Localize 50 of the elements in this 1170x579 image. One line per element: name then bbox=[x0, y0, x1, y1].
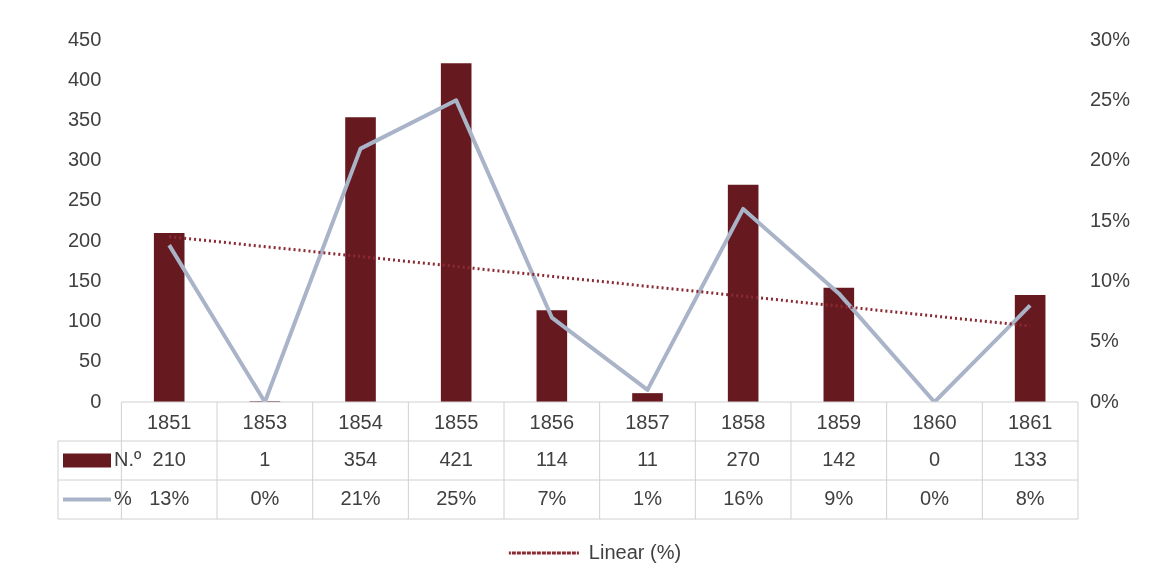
data-label: 16% bbox=[723, 487, 764, 510]
y-tick-label: 300 bbox=[67, 148, 102, 171]
data-label: 210 bbox=[152, 448, 186, 471]
x-tick-label: 1857 bbox=[625, 410, 670, 433]
x-tick-label: 1861 bbox=[1007, 410, 1053, 433]
data-label: 114 bbox=[535, 448, 568, 471]
y2-tick-label: 20% bbox=[1089, 148, 1131, 171]
x-tick-label: 1860 bbox=[912, 410, 957, 433]
x-tick-label: 1853 bbox=[242, 410, 288, 433]
y-tick-label: 100 bbox=[67, 309, 102, 332]
data-label: 8% bbox=[1015, 487, 1045, 510]
y2-tick-label: 5% bbox=[1089, 329, 1120, 352]
y-tick-label: 0 bbox=[90, 389, 102, 412]
data-label: 270 bbox=[726, 448, 760, 471]
y-tick-label: 50 bbox=[79, 349, 102, 372]
y2-tick-label: 15% bbox=[1089, 208, 1131, 231]
y-tick-label: 250 bbox=[67, 188, 102, 211]
y2-tick-label: 30% bbox=[1089, 27, 1131, 50]
data-label: 25% bbox=[436, 487, 477, 510]
data-label: 11 bbox=[637, 448, 658, 471]
x-tick-label: 1851 bbox=[146, 410, 192, 433]
data-label: 354 bbox=[343, 448, 378, 471]
y-tick-label: 400 bbox=[67, 67, 102, 90]
y-tick-label: 350 bbox=[67, 107, 102, 130]
legend-label: N.º bbox=[114, 448, 142, 471]
x-tick-label: 1856 bbox=[529, 410, 575, 433]
legend-label: % bbox=[114, 487, 132, 510]
data-label: 0% bbox=[920, 487, 950, 510]
data-label: 0% bbox=[250, 487, 280, 510]
data-label: 9% bbox=[824, 487, 854, 510]
data-label: 0 bbox=[928, 448, 941, 471]
data-label: 7% bbox=[537, 487, 567, 510]
y-tick-label: 150 bbox=[67, 268, 102, 291]
data-label: 421 bbox=[439, 448, 473, 471]
y2-tick-label: 10% bbox=[1089, 268, 1131, 291]
y2-tick-label: 25% bbox=[1089, 87, 1131, 110]
data-label: 1 bbox=[259, 448, 271, 471]
data-label: 1% bbox=[633, 487, 663, 510]
data-label: 142 bbox=[822, 448, 856, 471]
x-tick-label: 1855 bbox=[433, 410, 479, 433]
data-label: 133 bbox=[1013, 448, 1047, 471]
x-tick-label: 1854 bbox=[338, 410, 383, 433]
y-tick-label: 200 bbox=[67, 228, 102, 251]
y2-tick-label: 0% bbox=[1089, 389, 1120, 412]
data-label: 21% bbox=[340, 487, 381, 510]
data-label: 13% bbox=[149, 487, 190, 510]
y-tick-label: 450 bbox=[67, 27, 102, 50]
x-tick-label: 1859 bbox=[816, 410, 862, 433]
x-tick-label: 1858 bbox=[720, 410, 766, 433]
legend-label: Linear (%) bbox=[588, 540, 682, 563]
